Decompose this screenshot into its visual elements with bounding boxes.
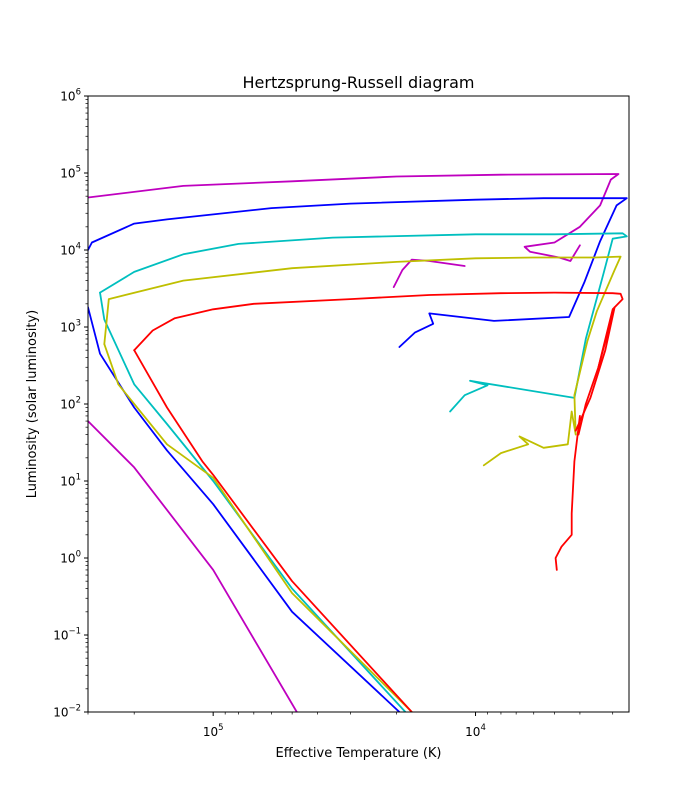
series-layer [88,173,628,712]
series-2-track-2 [88,197,628,348]
y-tick-label-3: 100 [60,550,81,566]
series-2-track-1 [88,306,401,712]
series-1-track-1 [88,420,298,712]
y-tick-label-4: 101 [60,473,81,489]
series-1-track-3 [392,258,466,289]
plot-frame [87,95,630,713]
y-axis-label: Luminosity (solar luminosity) [25,310,40,498]
y-tick-label-2: 10−1 [53,627,81,643]
series-5-track-2 [133,291,624,571]
series-4-track-1 [103,343,413,712]
series-5-track-3 [574,306,616,432]
y-tick-label-1: 10−2 [53,704,81,720]
y-tick-label-5: 102 [60,396,81,412]
x-axis-label: Effective Temperature (K) [276,746,442,761]
series-1-track-2 [88,173,620,262]
series-5-track-1 [133,349,413,712]
x-tick-label-1: 105 [203,723,224,739]
series-4-track-2 [103,255,622,467]
y-tick-label-8: 105 [60,165,81,181]
y-tick-label-7: 104 [60,242,81,258]
tick-layer: 10−2 10−1 100 101 102 103 104 105 106 105 104 [53,88,614,739]
chart-title: Hertzsprung-Russell diagram [243,73,475,92]
y-tick-label-6: 103 [60,319,81,335]
x-tick-label-2: 104 [465,723,486,739]
series-3-track-1 [99,291,407,712]
series-3-track-2 [99,232,628,413]
y-tick-label-9: 106 [60,88,81,104]
